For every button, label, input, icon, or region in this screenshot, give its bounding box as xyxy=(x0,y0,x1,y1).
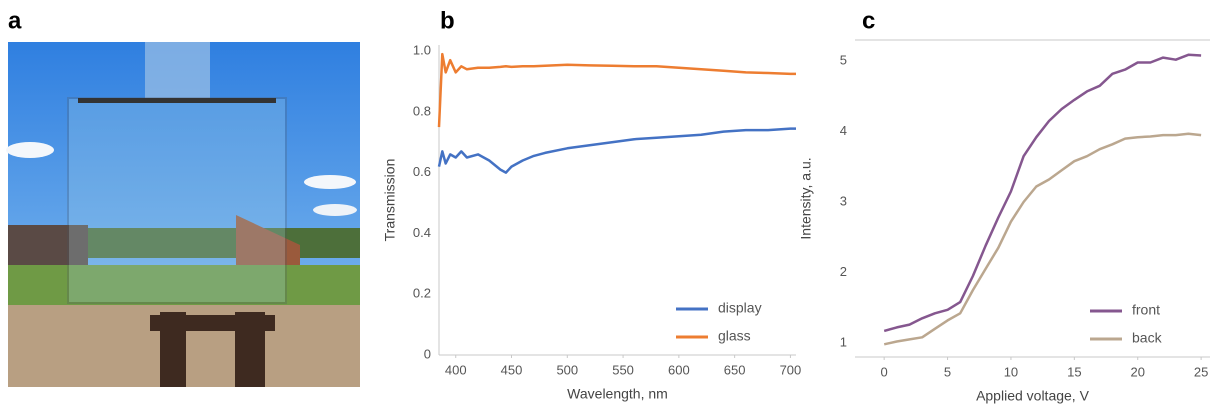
legend-label: display xyxy=(718,300,762,316)
legend-label: back xyxy=(1132,330,1163,346)
x-tick-label: 500 xyxy=(556,362,578,377)
x-tick-label: 700 xyxy=(780,362,802,377)
x-axis-title: Applied voltage, V xyxy=(976,388,1090,404)
y-tick-label: 0.8 xyxy=(413,103,431,118)
y-tick-label: 2 xyxy=(840,264,847,279)
x-tick-label: 550 xyxy=(612,362,634,377)
x-tick-label: 600 xyxy=(668,362,690,377)
x-tick-label: 5 xyxy=(944,364,951,379)
y-tick-label: 1 xyxy=(840,334,847,349)
x-tick-label: 25 xyxy=(1194,364,1208,379)
panel-label: a xyxy=(8,7,22,34)
legend-label: front xyxy=(1132,302,1160,318)
x-tick-label: 450 xyxy=(501,362,523,377)
series-line xyxy=(883,53,1202,333)
panel-label: c xyxy=(862,7,875,34)
y-tick-label: 0 xyxy=(424,346,431,361)
x-tick-label: 650 xyxy=(724,362,746,377)
x-tick-label: 10 xyxy=(1004,364,1018,379)
y-tick-label: 5 xyxy=(840,53,847,68)
y-axis-title: Transmission xyxy=(382,159,398,242)
y-tick-label: 0.6 xyxy=(413,164,431,179)
panel-label: b xyxy=(440,7,455,34)
y-tick-label: 3 xyxy=(840,193,847,208)
y-tick-label: 0.4 xyxy=(413,225,431,240)
x-tick-label: 400 xyxy=(445,362,467,377)
x-tick-label: 15 xyxy=(1067,364,1081,379)
legend-label: glass xyxy=(718,328,751,344)
series-line xyxy=(437,52,796,128)
x-axis-title: Wavelength, nm xyxy=(567,386,668,402)
y-tick-label: 4 xyxy=(840,123,847,138)
series-line xyxy=(883,132,1202,346)
y-tick-label: 0.2 xyxy=(413,286,431,301)
y-axis-title: Intensity, a.u. xyxy=(798,157,814,239)
x-tick-label: 0 xyxy=(881,364,888,379)
photo xyxy=(6,42,360,387)
x-tick-label: 20 xyxy=(1130,364,1144,379)
series-line xyxy=(437,127,796,174)
y-tick-label: 1.0 xyxy=(413,43,431,58)
